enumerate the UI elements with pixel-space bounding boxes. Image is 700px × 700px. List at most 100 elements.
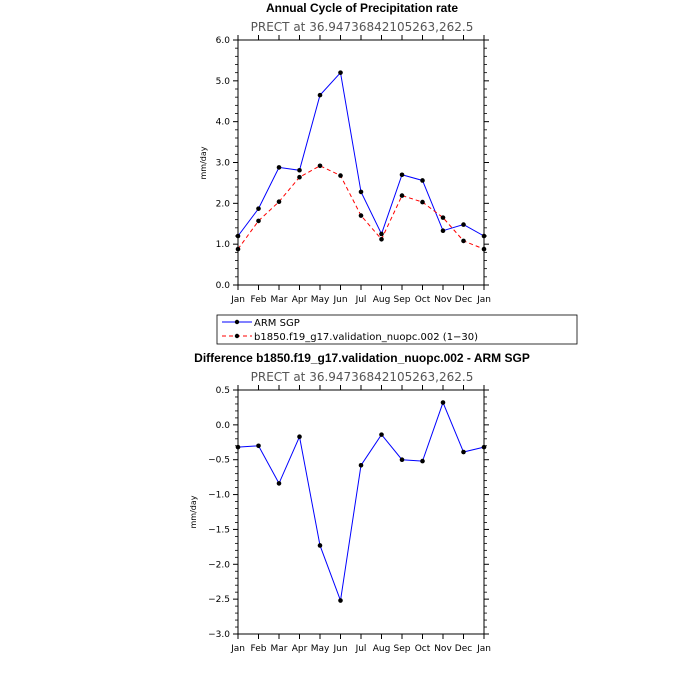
data-point bbox=[379, 231, 384, 237]
data-point bbox=[338, 70, 343, 75]
x-tick-label: Sep bbox=[394, 295, 411, 305]
data-point bbox=[481, 233, 487, 239]
y-tick-label: 5.0 bbox=[216, 77, 231, 87]
data-point bbox=[276, 165, 282, 170]
data-point bbox=[358, 213, 364, 218]
data-point bbox=[379, 432, 384, 437]
legend-label-model: b1850.f19_g17.validation_nuopc.002 (1−30… bbox=[254, 332, 478, 343]
y-tick-label: 0.0 bbox=[216, 421, 231, 431]
data-point bbox=[358, 462, 364, 468]
y-tick-label: −1.5 bbox=[208, 525, 230, 535]
chart-subtitle: PRECT at 36.94736842105263,262.5 bbox=[251, 370, 474, 384]
x-tick-label: Nov bbox=[434, 295, 452, 305]
y-tick-label: −0.5 bbox=[208, 456, 230, 466]
x-tick-label: Apr bbox=[292, 644, 308, 654]
y-tick-label: 4.0 bbox=[216, 118, 231, 128]
chart-subtitle: PRECT at 36.94736842105263,262.5 bbox=[251, 20, 474, 34]
x-tick-label: Jan bbox=[476, 644, 491, 654]
plot-frame bbox=[237, 389, 485, 635]
data-point bbox=[235, 233, 241, 239]
legend-marker-model bbox=[234, 333, 240, 339]
x-tick-label: Jul bbox=[355, 644, 367, 654]
data-point bbox=[399, 457, 405, 463]
y-tick-label: −2.5 bbox=[208, 595, 230, 605]
legend: ARM SGP b1850.f19_g17.validation_nuopc.0… bbox=[216, 314, 578, 345]
chart-title: Annual Cycle of Precipitation rate bbox=[266, 1, 458, 15]
series-line-0 bbox=[237, 401, 485, 603]
data-point bbox=[440, 400, 446, 405]
series-line-1 bbox=[237, 165, 485, 250]
y-tick-label: 6.0 bbox=[216, 36, 231, 46]
data-point bbox=[481, 246, 487, 252]
data-point bbox=[235, 444, 241, 450]
data-point bbox=[399, 172, 405, 178]
y-tick-label: −3.0 bbox=[208, 630, 230, 640]
x-tick-label: Jun bbox=[332, 644, 347, 654]
data-point bbox=[276, 481, 282, 486]
series-line-0 bbox=[237, 71, 485, 237]
data-point bbox=[440, 228, 446, 233]
data-point bbox=[338, 173, 343, 178]
data-point bbox=[256, 206, 261, 211]
y-tick-label: 2.0 bbox=[216, 199, 231, 209]
x-tick-label: Jan bbox=[230, 295, 245, 305]
x-tick-label: Oct bbox=[415, 644, 431, 654]
x-tick-label: Mar bbox=[271, 295, 288, 305]
data-point bbox=[440, 215, 446, 220]
chart-title: Difference b1850.f19_g17.validation_nuop… bbox=[194, 351, 530, 365]
data-point bbox=[235, 246, 241, 252]
precip-annual-cycle-panel: Annual Cycle of Precipitation rate PRECT… bbox=[199, 1, 578, 345]
x-tick-label: Feb bbox=[251, 295, 267, 305]
data-point bbox=[461, 238, 466, 244]
y-tick-label: 0.0 bbox=[216, 281, 231, 291]
data-point bbox=[420, 199, 425, 205]
data-point bbox=[317, 543, 323, 548]
y-tick-label: 1.0 bbox=[216, 240, 231, 250]
x-tick-label: Jun bbox=[332, 295, 347, 305]
y-tick-label: −1.0 bbox=[208, 491, 230, 501]
x-tick-label: Dec bbox=[455, 644, 472, 654]
data-point bbox=[481, 444, 487, 450]
x-tick-label: Jan bbox=[230, 644, 245, 654]
legend-box bbox=[216, 314, 578, 345]
data-point bbox=[256, 218, 261, 224]
data-point bbox=[297, 167, 302, 173]
y-axis-label: mm/day bbox=[199, 146, 208, 179]
data-point bbox=[358, 189, 364, 195]
data-point bbox=[420, 458, 425, 464]
x-tick-label: Sep bbox=[394, 644, 411, 654]
legend-label-arm-sgp: ARM SGP bbox=[254, 318, 300, 329]
y-tick-label: 3.0 bbox=[216, 159, 231, 169]
x-tick-label: May bbox=[311, 295, 330, 305]
data-point bbox=[420, 178, 425, 183]
data-point bbox=[297, 434, 302, 440]
data-point bbox=[317, 92, 323, 98]
data-point bbox=[317, 163, 323, 169]
x-tick-label: Aug bbox=[373, 644, 391, 654]
precip-difference-panel: Difference b1850.f19_g17.validation_nuop… bbox=[189, 351, 530, 654]
data-point bbox=[297, 174, 302, 180]
x-tick-label: Feb bbox=[251, 644, 267, 654]
y-tick-label: 0.5 bbox=[216, 386, 230, 396]
x-tick-label: Mar bbox=[271, 644, 288, 654]
data-point bbox=[256, 443, 261, 449]
x-tick-label: Dec bbox=[455, 295, 472, 305]
x-tick-label: Nov bbox=[434, 644, 452, 654]
x-tick-label: Jan bbox=[476, 295, 491, 305]
data-point bbox=[461, 222, 466, 227]
y-axis-label: mm/day bbox=[189, 495, 198, 528]
x-tick-label: Oct bbox=[415, 295, 431, 305]
data-point bbox=[461, 449, 466, 455]
data-point bbox=[276, 199, 282, 204]
x-tick-label: Apr bbox=[292, 295, 308, 305]
data-point bbox=[399, 193, 405, 198]
plot-frame bbox=[237, 39, 485, 286]
data-point bbox=[379, 236, 384, 242]
x-tick-label: May bbox=[311, 644, 330, 654]
x-tick-label: Aug bbox=[373, 295, 391, 305]
data-point bbox=[338, 598, 343, 603]
legend-marker-arm-sgp bbox=[234, 319, 240, 325]
y-tick-label: −2.0 bbox=[208, 560, 230, 570]
x-tick-label: Jul bbox=[355, 295, 367, 305]
